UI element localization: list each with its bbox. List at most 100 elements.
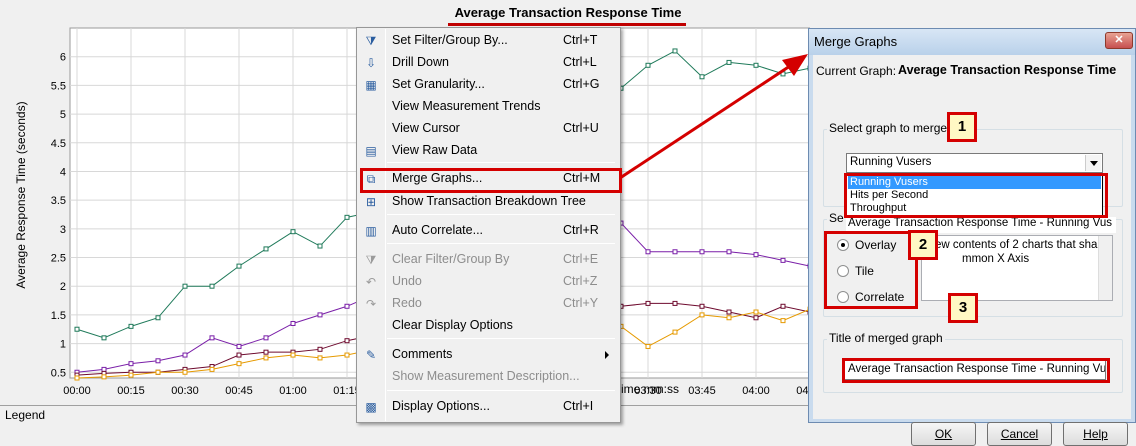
data-point-purple: [317, 312, 323, 318]
cancel-button[interactable]: Cancel: [987, 422, 1052, 446]
menu-item-drill-down[interactable]: ⇩ Drill Down Ctrl+L: [359, 52, 618, 74]
submenu-arrow-icon: [605, 351, 609, 359]
x-tick-label: 00:15: [117, 385, 145, 397]
radio-overlay[interactable]: Overlay: [837, 237, 927, 253]
menu-separator: [387, 390, 615, 391]
menu-icon-strip: [385, 29, 386, 421]
description-line-1: View contents of 2 charts that share: [925, 239, 1108, 251]
menu-separator: [387, 338, 615, 339]
dialog-titlebar[interactable]: Merge Graphs ✕: [809, 29, 1135, 55]
menu-item-shortcut: Ctrl+T: [563, 33, 598, 47]
data-point-maroon: [699, 303, 705, 309]
menu-item-label: Set Granularity...: [392, 77, 485, 91]
menu-item-label: Redo: [392, 296, 422, 310]
callout-badge-1: 1: [947, 112, 977, 142]
data-point-orange: [753, 309, 759, 315]
menu-item-merge-graphs[interactable]: ⧉ Merge Graphs... Ctrl+M: [359, 168, 618, 190]
dropdown-option-hits-per-second[interactable]: Hits per Second: [850, 189, 929, 201]
data-point-orange: [236, 361, 242, 367]
x-tick-label: 00:45: [225, 385, 253, 397]
granularity-icon: ▦: [365, 78, 377, 92]
data-point-purple: [672, 249, 678, 255]
merge-type-group-label: Se: [827, 211, 846, 225]
menu-item-shortcut: Ctrl+U: [563, 121, 599, 135]
y-tick-label: 4: [60, 166, 66, 178]
select-graph-group-label: Select graph to merge with: [827, 121, 974, 135]
menu-item-shortcut: Ctrl+Z: [563, 274, 598, 288]
data-point-green: [101, 335, 107, 341]
dialog-title: Merge Graphs: [814, 34, 898, 49]
merge-graphs-highlight: [360, 168, 622, 193]
menu-item-view-measurement-trends[interactable]: View Measurement Trends: [359, 96, 618, 118]
data-point-maroon: [344, 338, 350, 344]
menu-item-label: View Measurement Trends: [392, 99, 541, 113]
data-point-purple: [699, 249, 705, 255]
dropdown-option-throughput[interactable]: Throughput: [850, 202, 907, 214]
radio-correlate[interactable]: Correlate: [837, 289, 927, 305]
data-point-maroon: [317, 346, 323, 352]
menu-item-label: Clear Filter/Group By: [392, 252, 510, 266]
menu-separator: [387, 214, 615, 215]
menu-item-label: Clear Display Options: [392, 318, 513, 332]
data-point-orange: [128, 372, 134, 378]
radio-tile[interactable]: Tile: [837, 263, 927, 279]
data-point-green: [317, 243, 323, 249]
callout-badge-3: 3: [948, 293, 978, 323]
menu-item-shortcut: Ctrl+R: [563, 223, 599, 237]
radio-tile-label: Tile: [855, 264, 874, 278]
menu-item-redo: ↷ Redo Ctrl+Y: [359, 293, 618, 315]
menu-item-set-granularity[interactable]: ▦ Set Granularity... Ctrl+G: [359, 74, 618, 96]
data-point-green: [236, 263, 242, 269]
y-tick-label: 0.5: [51, 367, 66, 379]
radio-overlay-label: Overlay: [855, 238, 897, 252]
menu-item-view-raw-data[interactable]: ▤ View Raw Data: [359, 140, 618, 162]
menu-item-shortcut: Ctrl+L: [563, 55, 597, 69]
data-point-green: [672, 48, 678, 54]
undo-icon: ↶: [365, 275, 377, 289]
graph-select[interactable]: Running Vusers: [846, 153, 1103, 173]
data-point-orange: [645, 343, 651, 349]
menu-separator: [387, 162, 615, 163]
data-point-orange: [155, 369, 161, 375]
menu-item-label: View Raw Data: [392, 143, 478, 157]
menu-item-clear-display-options[interactable]: Clear Display Options: [359, 315, 618, 337]
dropdown-option-running-vusers[interactable]: Running Vusers: [848, 176, 1101, 189]
menu-item-shortcut: Ctrl+E: [563, 252, 599, 266]
dropdown-highlight: [844, 173, 1108, 218]
help-button[interactable]: Help: [1063, 422, 1128, 446]
data-point-purple: [344, 303, 350, 309]
data-point-orange: [182, 369, 188, 375]
data-point-green: [753, 62, 759, 68]
menu-item-label: Undo: [392, 274, 422, 288]
menu-item-set-filter-group-by[interactable]: ⧩ Set Filter/Group By... Ctrl+T: [359, 30, 618, 52]
data-point-green: [699, 74, 705, 80]
y-axis-label: Average Response Time (seconds): [14, 101, 28, 288]
radio-highlight: [824, 231, 918, 309]
merged-series-field[interactable]: Average Transaction Response Time - Runn…: [846, 217, 1116, 233]
menu-item-undo: ↶ Undo Ctrl+Z: [359, 271, 618, 293]
menu-item-label: Merge Graphs...: [392, 171, 483, 185]
close-button[interactable]: ✕: [1105, 32, 1133, 49]
data-point-green: [74, 326, 80, 332]
data-point-maroon: [780, 303, 786, 309]
menu-item-auto-correlate[interactable]: ▥ Auto Correlate... Ctrl+R: [359, 220, 618, 242]
menu-item-clear-filter-group-by: ⧩ Clear Filter/Group By Ctrl+E: [359, 249, 618, 271]
redo-icon: ↷: [365, 297, 377, 311]
menu-item-label: Set Filter/Group By...: [392, 33, 508, 47]
x-tick-label: 04:00: [742, 385, 770, 397]
chevron-down-icon[interactable]: [1085, 155, 1101, 171]
data-point-green: [726, 59, 732, 65]
merge-description-box: View contents of 2 charts that share mmo…: [921, 235, 1113, 301]
x-tick-label: 04:15: [796, 385, 810, 397]
menu-item-comments[interactable]: ✎ Comments: [359, 344, 618, 366]
current-graph-label: Current Graph:: [816, 64, 897, 78]
menu-item-show-transaction-breakdown-tree[interactable]: ⊞ Show Transaction Breakdown Tree: [359, 191, 618, 213]
filter-icon: ⧩: [365, 34, 377, 48]
menu-item-label: Comments: [392, 347, 453, 361]
data-point-purple: [753, 252, 759, 258]
ok-button[interactable]: OK: [911, 422, 976, 446]
menu-item-display-options[interactable]: ▩ Display Options... Ctrl+I: [359, 396, 618, 418]
chart-title-highlight: [448, 23, 686, 26]
description-scrollbar[interactable]: [1098, 236, 1112, 300]
menu-item-view-cursor[interactable]: View Cursor Ctrl+U: [359, 118, 618, 140]
